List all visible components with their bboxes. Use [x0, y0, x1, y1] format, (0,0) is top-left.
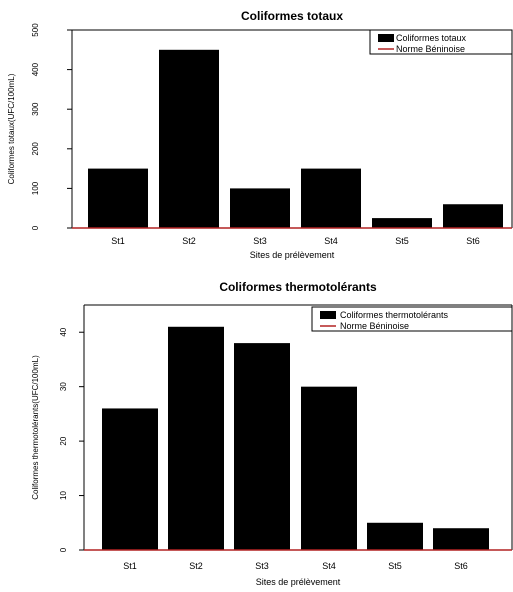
bar-st2 — [168, 326, 224, 550]
x-tick-label: St5 — [395, 236, 409, 246]
legend-label-series: Coliformes totaux — [396, 33, 467, 43]
x-tick-label: St6 — [466, 236, 480, 246]
y-axis-label: Coliformes thermotolérants(UFC/100mL) — [31, 355, 40, 500]
x-tick-label: St4 — [324, 236, 338, 246]
bar-st6 — [433, 528, 489, 550]
y-tick-label: 200 — [31, 142, 40, 156]
chart-svg-coliformes-totaux: Coliformes totaux 0 100 200 300 400 500 Colifor… — [7, 9, 513, 260]
chart-svg-coliformes-thermotolerants: Coliformes thermotolérants 0 10 20 30 40 Colif… — [31, 280, 513, 587]
legend-label-norme: Norme Béninoise — [340, 321, 409, 331]
x-axis-label: Sites de prélèvement — [250, 250, 335, 260]
chart-title: Coliformes totaux — [241, 9, 343, 23]
bar-st4 — [301, 168, 361, 228]
legend-swatch-series — [320, 311, 336, 319]
bar-st1 — [102, 408, 158, 550]
y-tick-label: 40 — [59, 327, 68, 336]
legend-label-series: Coliformes thermotolérants — [340, 310, 449, 320]
y-tick-label: 0 — [59, 547, 68, 552]
y-tick-label: 10 — [59, 491, 68, 500]
y-tick-label: 20 — [59, 436, 68, 445]
x-axis-label: Sites de prélèvement — [256, 577, 341, 587]
y-tick-label: 300 — [31, 102, 40, 116]
y-axis-label: Coliformes totaux(UFC/100mL) — [7, 73, 16, 184]
bar-st3 — [230, 188, 290, 228]
y-tick-label: 500 — [31, 23, 40, 37]
bar-st1 — [88, 168, 148, 228]
bar-st5 — [372, 218, 432, 228]
bar-st2 — [159, 49, 219, 228]
x-tick-label: St1 — [123, 561, 137, 571]
x-tick-label: St4 — [322, 561, 336, 571]
legend-label-norme: Norme Béninoise — [396, 44, 465, 54]
chart-coliformes-thermotolerants: Coliformes thermotolérants 0 10 20 30 40 Colif… — [0, 275, 513, 587]
legend-box — [311, 306, 513, 332]
bar-st3 — [234, 343, 290, 550]
bar-st5 — [367, 522, 423, 550]
chart-title: Coliformes thermotolérants — [219, 280, 377, 294]
x-tick-label: St3 — [253, 236, 267, 246]
y-tick-label: 30 — [59, 382, 68, 391]
bar-st6 — [443, 204, 503, 228]
x-tick-label: St6 — [454, 561, 468, 571]
x-tick-label: St1 — [111, 236, 125, 246]
y-tick-label: 400 — [31, 62, 40, 76]
x-tick-label: St2 — [189, 561, 203, 571]
y-tick-label: 100 — [31, 181, 40, 195]
x-tick-label: St2 — [182, 236, 196, 246]
x-tick-label: St3 — [255, 561, 269, 571]
chart-coliformes-totaux: Coliformes totaux 0 100 200 300 400 500 Colifor… — [0, 0, 513, 270]
x-tick-label: St5 — [388, 561, 402, 571]
bar-st4 — [301, 386, 357, 550]
legend-swatch-series — [378, 34, 394, 42]
y-tick-label: 0 — [31, 225, 40, 230]
